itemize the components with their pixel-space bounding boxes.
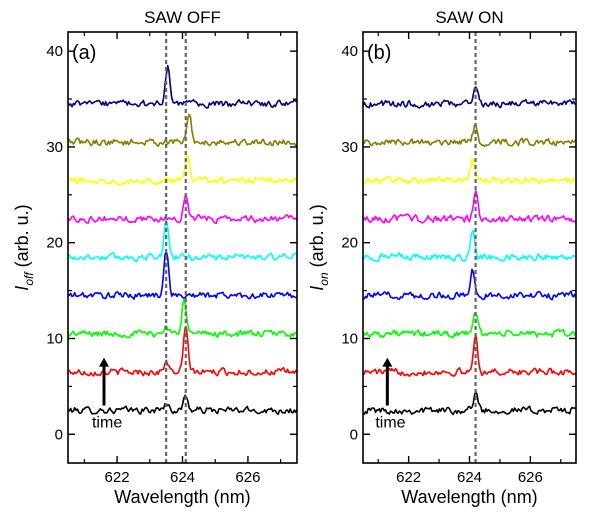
y-axis-title: Ioff (arb. u.) (12, 204, 36, 290)
panel-title: SAW ON (435, 8, 503, 27)
spectrum-trace-4 (362, 268, 577, 301)
spectrum-trace-9 (67, 64, 298, 109)
y-tick-label: 30 (341, 139, 358, 156)
panel-label: (b) (367, 42, 391, 64)
time-arrow-head (382, 357, 393, 367)
x-tick-label: 622 (396, 469, 421, 486)
y-tick-label: 0 (350, 426, 358, 443)
plot-frame (67, 31, 298, 464)
y-tick-label: 40 (341, 43, 358, 60)
time-label: time (375, 415, 405, 432)
spectrum-trace-5 (67, 218, 298, 263)
panel-b: 622 624 626 0 10 20 30 40 SAW ON (b) Wavelength (n… (307, 8, 577, 507)
y-tick-label: 20 (46, 235, 63, 252)
time-arrow-head (98, 357, 109, 367)
y-axis-symbol: I (12, 286, 32, 291)
y-tick-label: 20 (341, 235, 358, 252)
spectrum-trace-2 (362, 333, 577, 377)
y-tick-label: 40 (46, 43, 63, 60)
x-axis-title: Wavelength (nm) (401, 487, 537, 507)
y-tick-label: 10 (46, 330, 63, 347)
spectrum-trace-3 (67, 298, 298, 339)
y-tick-label: 10 (341, 330, 358, 347)
x-tick-label: 626 (235, 469, 260, 486)
x-tick-label: 624 (170, 469, 195, 486)
x-tick-label: 626 (518, 469, 543, 486)
spectrum-trace-6 (362, 190, 577, 224)
y-axis-unit: (arb. u.) (307, 204, 327, 272)
spectrum-trace-6 (67, 194, 298, 225)
y-tick-label: 0 (55, 426, 63, 443)
time-label: time (92, 415, 122, 432)
spectrum-trace-3 (362, 312, 577, 339)
spectrum-trace-8 (362, 124, 577, 148)
y-axis-unit: (arb. u.) (12, 204, 32, 272)
spectrum-trace-1 (67, 394, 298, 416)
y-axis-title: Ion (arb. u.) (307, 204, 331, 290)
panel-title: SAW OFF (144, 8, 221, 27)
spectrum-trace-8 (67, 113, 298, 148)
spectrum-trace-7 (362, 158, 577, 185)
y-axis-symbol: I (307, 286, 327, 291)
panel-a: 622 624 626 0 10 20 30 40 SAW OFF (a) Wavelength (… (12, 8, 298, 507)
spectrum-trace-9 (362, 86, 577, 109)
spectrum-trace-5 (362, 229, 576, 263)
x-tick-label: 622 (105, 469, 130, 486)
spectrum-trace-7 (67, 154, 298, 186)
spectrum-trace-2 (67, 326, 298, 377)
x-tick-label: 624 (457, 469, 482, 486)
spectrum-trace-4 (67, 250, 298, 300)
spectrum-trace-1 (362, 390, 577, 416)
x-axis-title: Wavelength (nm) (114, 487, 250, 507)
panel-label: (a) (72, 42, 96, 64)
y-axis-subscript: on (317, 272, 331, 286)
y-axis-subscript: off (22, 271, 36, 286)
y-tick-label: 30 (46, 139, 63, 156)
